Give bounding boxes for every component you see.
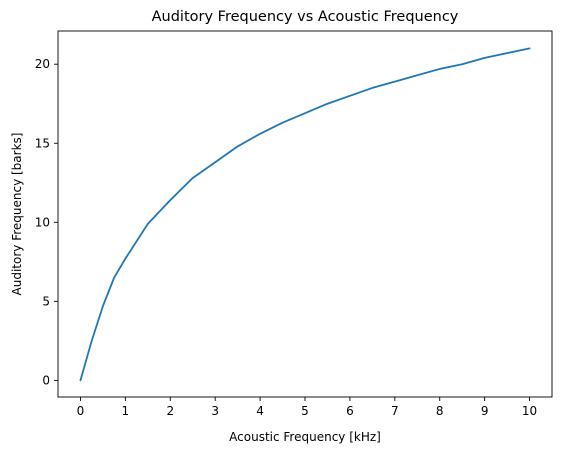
x-tick-label: 2 (166, 404, 174, 418)
series-line-0 (79, 47, 531, 382)
y-tick-label: 10 (35, 215, 50, 229)
x-tick-label: 0 (77, 404, 85, 418)
chart-title: Auditory Frequency vs Acoustic Frequency (152, 9, 459, 25)
x-tick-label: 8 (436, 404, 444, 418)
x-axis-label: Acoustic Frequency [kHz] (229, 430, 381, 444)
x-tick-label: 4 (256, 404, 264, 418)
x-tick-label: 9 (481, 404, 489, 418)
x-tick-label: 7 (391, 404, 399, 418)
y-axis-label: Auditory Frequency [barks] (10, 133, 24, 296)
y-tick-label: 0 (42, 373, 50, 387)
x-tick-label: 5 (301, 404, 309, 418)
x-tick-label: 10 (522, 404, 537, 418)
plot-area: 0 1 2 3 4 5 6 7 8 9 10 0 5 10 15 20 (35, 30, 553, 418)
x-tick-label: 6 (346, 404, 354, 418)
axes-frame (57, 30, 553, 398)
x-tick-label: 1 (122, 404, 130, 418)
y-tick-label: 15 (35, 136, 50, 150)
x-axis-ticks: 0 1 2 3 4 5 6 7 8 9 10 (77, 397, 537, 418)
y-tick-label: 5 (42, 294, 50, 308)
y-axis-ticks: 0 5 10 15 20 (35, 57, 58, 387)
y-tick-label: 20 (35, 57, 50, 71)
series-group (79, 47, 531, 382)
x-tick-label: 3 (211, 404, 219, 418)
